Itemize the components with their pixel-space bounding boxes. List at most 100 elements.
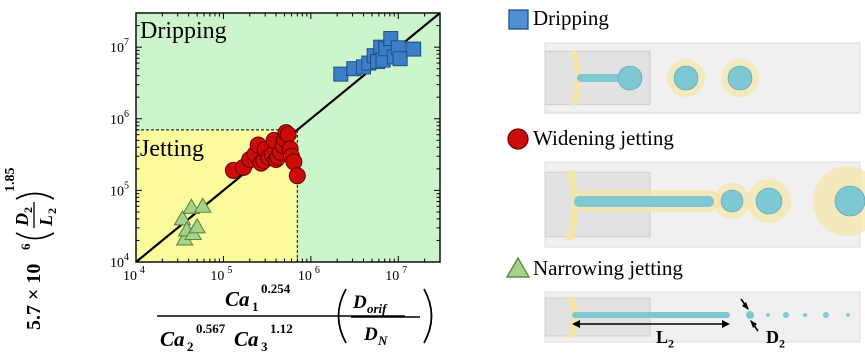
- small-droplet: [823, 312, 829, 318]
- d2-annotation: D2: [766, 327, 785, 352]
- y-tick-exp: 4: [124, 252, 129, 263]
- droplet: [720, 189, 744, 213]
- ylabel-paren-left: [15, 232, 55, 240]
- droplet: [617, 65, 643, 91]
- xlabel-num: Ca: [225, 287, 250, 311]
- region-label-jetting: Jetting: [140, 136, 204, 162]
- y-tick-base: 10: [110, 41, 124, 56]
- small-droplet: [766, 313, 770, 317]
- x-tick-exp: 7: [402, 265, 407, 276]
- d2-arrow-top-head: [742, 302, 749, 310]
- xlabel-paren-right: [423, 288, 433, 344]
- xlabel-den1: Ca: [160, 327, 185, 351]
- legend-label-narrowing: Narrowing jetting: [533, 256, 683, 280]
- plot-frame: [135, 12, 441, 263]
- y-tick-exp: 7: [124, 37, 129, 48]
- series-dripping: [333, 31, 422, 82]
- data-point: [288, 167, 306, 185]
- d2-arrow-bottom-head: [750, 320, 757, 328]
- x-tick-label: 10 4: [123, 265, 145, 284]
- droplet: [755, 187, 783, 215]
- data-point: [406, 41, 422, 57]
- y-tick-exp: 6: [124, 109, 129, 120]
- legend-label-dripping: Dripping: [533, 6, 609, 30]
- small-droplet: [783, 312, 789, 318]
- y-tick-label: 10 6: [110, 109, 129, 128]
- data-point: [193, 197, 212, 213]
- d2-letter: D: [766, 327, 779, 347]
- x-tick-base: 10: [123, 269, 137, 284]
- widening-illustration: [544, 161, 865, 248]
- l2-arrow-head-right: [722, 320, 730, 328]
- right-panel: [505, 9, 865, 343]
- ylabel-den-sub: 2: [45, 208, 59, 214]
- legend-label-widening: Widening jetting: [533, 126, 674, 150]
- l2-arrow-head-left: [572, 320, 580, 328]
- xlabel-den2-sup: 1.12: [270, 321, 293, 336]
- region-label-dripping: Dripping: [140, 18, 227, 44]
- xlabel-frac-den: D: [363, 324, 378, 345]
- droplet: [727, 65, 753, 91]
- data-point: [392, 51, 408, 67]
- x-tick-label: 10 5: [210, 265, 232, 284]
- ylabel-den: L: [36, 215, 56, 227]
- ylabel-paren-right: [15, 192, 55, 200]
- x-tick-base: 10: [298, 269, 312, 284]
- xlabel-frac-num: D: [352, 292, 367, 313]
- nozzle-shell: [566, 297, 578, 338]
- y-tick-label: 10 4: [110, 252, 129, 271]
- data-point: [333, 66, 349, 82]
- x-tick-label: 10 6: [298, 265, 320, 284]
- xlabel-frac-den-sub: N: [377, 333, 388, 348]
- data-point: [182, 198, 201, 214]
- ylabel-prefix-sup: 6: [18, 243, 33, 250]
- neck: [577, 74, 621, 82]
- data-point: [285, 153, 303, 171]
- small-droplet: [846, 313, 850, 317]
- x-tick-exp: 6: [315, 265, 320, 276]
- dripping-illustration: [544, 42, 861, 114]
- series-widening-jetting: [224, 124, 306, 185]
- xlabel-frac-num-sub: orif: [367, 301, 388, 316]
- jet-core: [574, 196, 714, 207]
- x-tick-exp: 5: [227, 265, 232, 276]
- xlabel-num-sub: 1: [252, 299, 259, 314]
- ylabel-num: D: [12, 213, 32, 227]
- y-tick-base: 10: [110, 184, 124, 199]
- data-point: [279, 126, 297, 144]
- x-tick-label: 10 7: [385, 265, 407, 284]
- xlabel-den2-sub: 3: [261, 339, 268, 354]
- l2-subscript: 2: [668, 336, 675, 351]
- l2-annotation: L2: [656, 327, 674, 352]
- nozzle-shell: [566, 170, 578, 240]
- series-narrowing-jetting: [173, 197, 212, 246]
- legend-marker-triangle: [505, 256, 531, 278]
- nozzle-shell: [570, 50, 581, 106]
- jet-core: [572, 312, 730, 318]
- legend-marker-square: [508, 9, 529, 30]
- small-droplet: [746, 311, 754, 319]
- d2-subscript: 2: [779, 336, 785, 351]
- droplet: [834, 185, 865, 217]
- y-tick-base: 10: [110, 256, 124, 271]
- ylabel-prefix: 5.7 × 10: [23, 264, 45, 330]
- xlabel-den2: Ca: [234, 327, 259, 351]
- x-tick-exp: 4: [140, 265, 145, 276]
- y-tick-label: 10 5: [110, 180, 129, 199]
- y-tick-label: 10 7: [110, 37, 129, 56]
- xlabel-num-sup: 0.254: [261, 281, 291, 296]
- l2-letter: L: [656, 327, 669, 347]
- y-tick-base: 10: [110, 113, 124, 128]
- x-tick-base: 10: [385, 269, 399, 284]
- xlabel-den1-sup: 0.567: [196, 321, 226, 336]
- y-tick-exp: 5: [124, 180, 129, 191]
- ylabel-power: 1.85: [3, 168, 18, 193]
- droplet: [673, 65, 699, 91]
- ylabel-num-sub: 2: [21, 207, 35, 213]
- xlabel-paren-left: [337, 288, 347, 344]
- narrowing-illustration: [544, 291, 861, 343]
- xlabel-den1-sub: 2: [187, 339, 194, 354]
